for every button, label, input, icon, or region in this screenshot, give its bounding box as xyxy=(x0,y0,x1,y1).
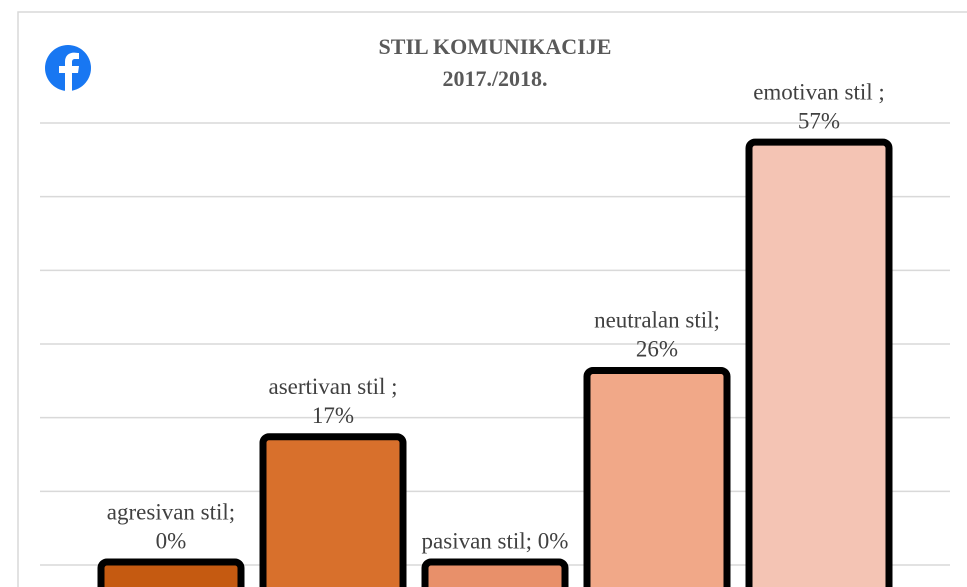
data-label: 0% xyxy=(156,528,187,553)
data-label: 26% xyxy=(636,337,678,362)
chart-frame xyxy=(17,11,967,587)
data-label: 17% xyxy=(312,403,354,428)
bar xyxy=(259,433,407,587)
bar xyxy=(421,558,569,587)
data-label: agresivan stil; xyxy=(107,499,235,524)
data-label: 57% xyxy=(798,108,840,133)
facebook-icon[interactable] xyxy=(45,45,91,91)
data-label: pasivan stil; 0% xyxy=(422,528,569,553)
bar xyxy=(583,366,731,587)
data-label: emotivan stil ; xyxy=(753,79,885,104)
chart-title: STIL KOMUNIKACIJE xyxy=(379,34,612,59)
data-label: asertivan stil ; xyxy=(268,374,397,399)
chart-title: 2017./2018. xyxy=(442,66,547,91)
bar xyxy=(97,558,245,587)
bar xyxy=(745,138,893,587)
data-label: neutralan stil; xyxy=(594,308,720,333)
